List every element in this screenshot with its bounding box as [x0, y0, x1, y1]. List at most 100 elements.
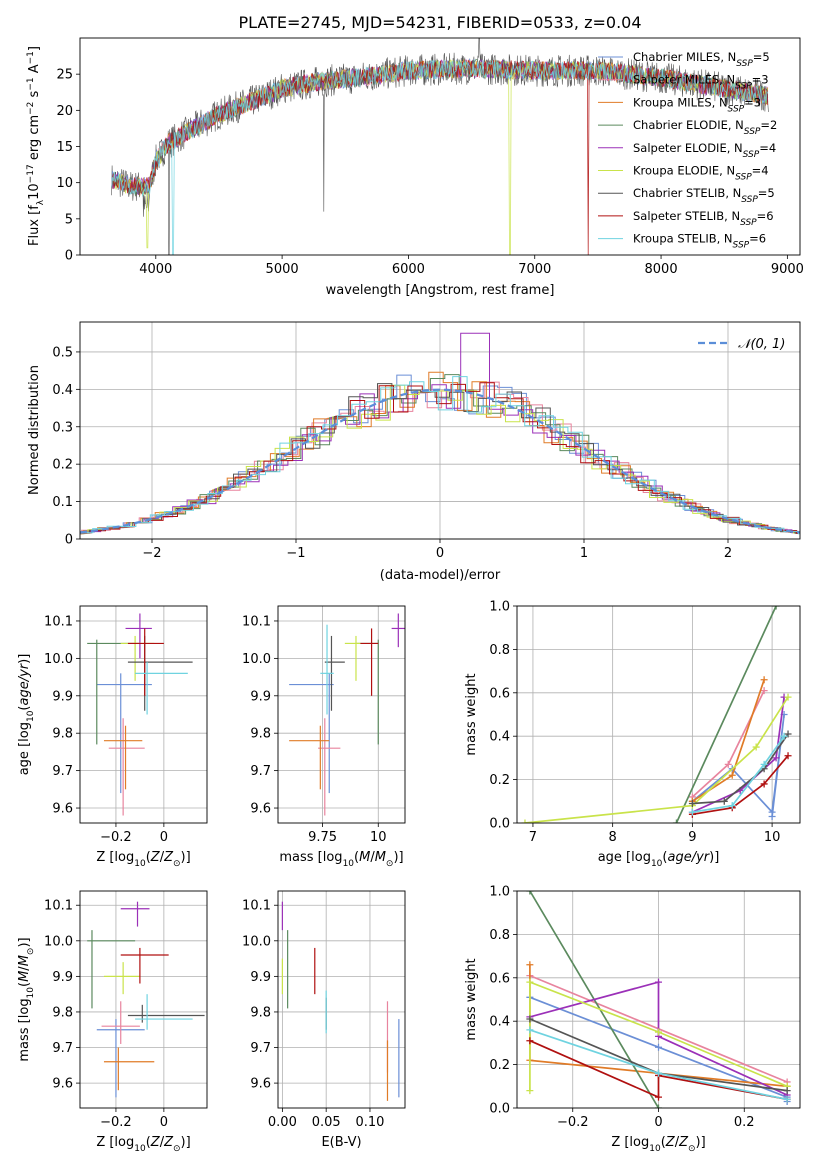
label-part: 10 [343, 859, 355, 869]
label-part: Chabrier MILES, N [633, 50, 736, 64]
point-marker [526, 891, 534, 895]
plot-area [526, 891, 791, 1108]
x-tick-label: 0 [654, 1115, 662, 1130]
x-axis-label: (data-model)/error [380, 568, 501, 583]
x-axis-label: mass [log10(M/M⊙)] [279, 850, 403, 869]
label-part: M [17, 955, 32, 966]
label-part: age [log [17, 722, 32, 775]
point-marker [521, 819, 529, 823]
label-part: −1 [26, 77, 36, 90]
label-part: Z [163, 1135, 174, 1150]
y-tick-label: 9.9 [52, 970, 73, 985]
point-marker [783, 1087, 791, 1095]
y-tick-label: 9.9 [52, 689, 73, 704]
series-line [692, 735, 785, 813]
label-part: =2 [760, 118, 777, 132]
y-tick-label: 10.1 [44, 614, 73, 629]
point-marker [655, 1104, 662, 1108]
plot-area [87, 613, 193, 816]
y-tick-label: 0.4 [52, 383, 73, 398]
label-part: ( [17, 982, 32, 987]
y-tick-label: 10.1 [44, 899, 73, 914]
label-part: ( [354, 850, 359, 865]
label-part: Chabrier STELIB, N [633, 186, 741, 200]
y-tick-label: 9.6 [52, 802, 73, 817]
x-tick-label: 8000 [645, 262, 678, 277]
y-tick-label: 9.7 [250, 1041, 271, 1056]
label-part: ] [27, 46, 42, 51]
label-part: ( [661, 1135, 666, 1150]
point-marker [780, 732, 788, 740]
y-tick-label: 10.0 [44, 934, 73, 949]
series-line [675, 606, 777, 823]
y-tick-label: 0.3 [52, 420, 73, 435]
label-part: ( [17, 706, 32, 711]
point-marker [772, 754, 780, 762]
point-marker [760, 760, 768, 768]
label-part: / [160, 850, 165, 865]
plot-area [521, 606, 792, 823]
axes-frame [277, 605, 406, 824]
label-part: =5 [758, 186, 775, 200]
label-part: SSP [735, 173, 752, 183]
label-part: ⊙ [173, 1144, 181, 1154]
label-part: Z [log [96, 1135, 134, 1150]
y-tick-label: 0.8 [489, 928, 510, 943]
y-tick-label: 0 [65, 249, 73, 264]
y-tick-label: 0.8 [489, 643, 510, 658]
y-tick-label: 9.6 [250, 1077, 271, 1092]
point-marker [526, 1026, 534, 1034]
y-tick-label: 1.0 [489, 600, 510, 615]
label-part: )] [17, 654, 32, 664]
x-tick-label: −0.2 [557, 1115, 589, 1130]
series-line [692, 755, 789, 816]
x-tick-label: 9000 [771, 262, 804, 277]
x-tick-label: −0.2 [100, 1115, 132, 1130]
y-tick-label: 1.0 [489, 885, 510, 900]
legend-label: Salpeter MILES, NSSP=3 [633, 73, 769, 92]
label-part: / [17, 966, 32, 971]
x-tick-label: −2 [142, 546, 161, 561]
series-line [691, 679, 765, 803]
series-line [529, 980, 788, 1091]
label-part: 10 [134, 1144, 146, 1154]
histogram-step [80, 374, 800, 535]
label-part: =6 [757, 209, 774, 223]
x-tick-label: 0 [160, 830, 168, 845]
label-part: M [375, 850, 386, 865]
x-axis-label: age [log10(age/yr)] [598, 850, 720, 869]
label-part: −17 [26, 164, 36, 183]
label-part: ( [146, 850, 151, 865]
label-part: ⊙ [173, 859, 181, 869]
label-part: 10 [651, 859, 663, 869]
x-tick-label: 0.05 [312, 1115, 341, 1130]
legend-label: Salpeter STELIB, NSSP=6 [633, 209, 774, 228]
legend-label: Chabrier STELIB, NSSP=5 [633, 186, 775, 205]
label-part: M [17, 971, 32, 982]
point-marker [760, 687, 768, 695]
point-marker [784, 730, 792, 738]
label-part: SSP [741, 195, 758, 205]
point-marker [688, 808, 696, 816]
y-tick-label: 0.4 [489, 730, 510, 745]
y-tick-label: 9.7 [52, 1041, 73, 1056]
plot-area [289, 613, 405, 816]
histogram-step [80, 332, 800, 534]
x-axis-label: Z [log10(Z/Z⊙)] [96, 850, 190, 869]
y-tick-label: 0.2 [489, 1058, 510, 1073]
point-marker [772, 606, 780, 610]
y-tick-label: 20 [56, 104, 73, 119]
label-part: Salpeter STELIB, N [633, 209, 740, 223]
label-part: SSP [740, 218, 757, 228]
x-tick-label: 9.75 [308, 830, 337, 845]
x-tick-label: 6000 [392, 262, 425, 277]
y-tick-label: 10.0 [44, 652, 73, 667]
histogram-step [80, 376, 800, 535]
label-part: 10 [26, 987, 36, 999]
label-part: / [675, 1135, 680, 1150]
label-part: SSP [728, 104, 745, 114]
legend-label: Kroupa MILES, NSSP=3 [633, 95, 761, 114]
label-part: 10 [134, 859, 146, 869]
label-part: Z [log [96, 850, 134, 865]
label-part: age/yr [667, 850, 710, 865]
